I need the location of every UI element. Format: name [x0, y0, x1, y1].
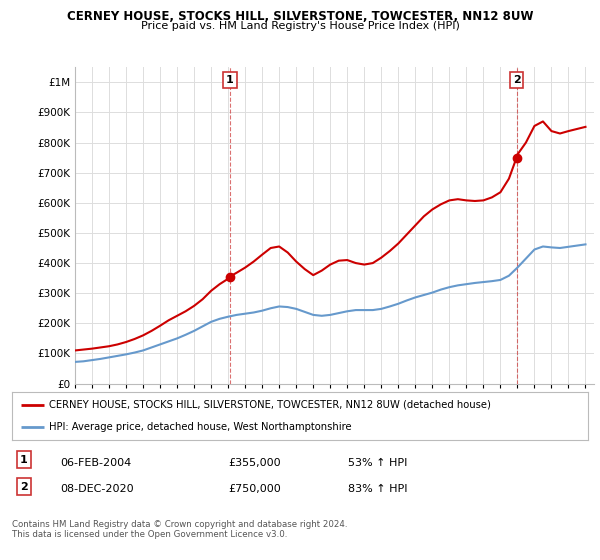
Text: 2: 2 [513, 75, 520, 85]
Text: 1: 1 [226, 75, 234, 85]
Text: £355,000: £355,000 [228, 458, 281, 468]
Text: 53% ↑ HPI: 53% ↑ HPI [348, 458, 407, 468]
Text: Contains HM Land Registry data © Crown copyright and database right 2024.
This d: Contains HM Land Registry data © Crown c… [12, 520, 347, 539]
Text: Price paid vs. HM Land Registry's House Price Index (HPI): Price paid vs. HM Land Registry's House … [140, 21, 460, 31]
Text: CERNEY HOUSE, STOCKS HILL, SILVERSTONE, TOWCESTER, NN12 8UW: CERNEY HOUSE, STOCKS HILL, SILVERSTONE, … [67, 10, 533, 23]
Text: HPI: Average price, detached house, West Northamptonshire: HPI: Average price, detached house, West… [49, 422, 352, 432]
Text: 08-DEC-2020: 08-DEC-2020 [60, 484, 134, 494]
Text: 2: 2 [20, 482, 28, 492]
Text: £750,000: £750,000 [228, 484, 281, 494]
Text: CERNEY HOUSE, STOCKS HILL, SILVERSTONE, TOWCESTER, NN12 8UW (detached house): CERNEY HOUSE, STOCKS HILL, SILVERSTONE, … [49, 400, 491, 410]
Text: 06-FEB-2004: 06-FEB-2004 [60, 458, 131, 468]
Text: 1: 1 [20, 455, 28, 465]
Text: 83% ↑ HPI: 83% ↑ HPI [348, 484, 407, 494]
